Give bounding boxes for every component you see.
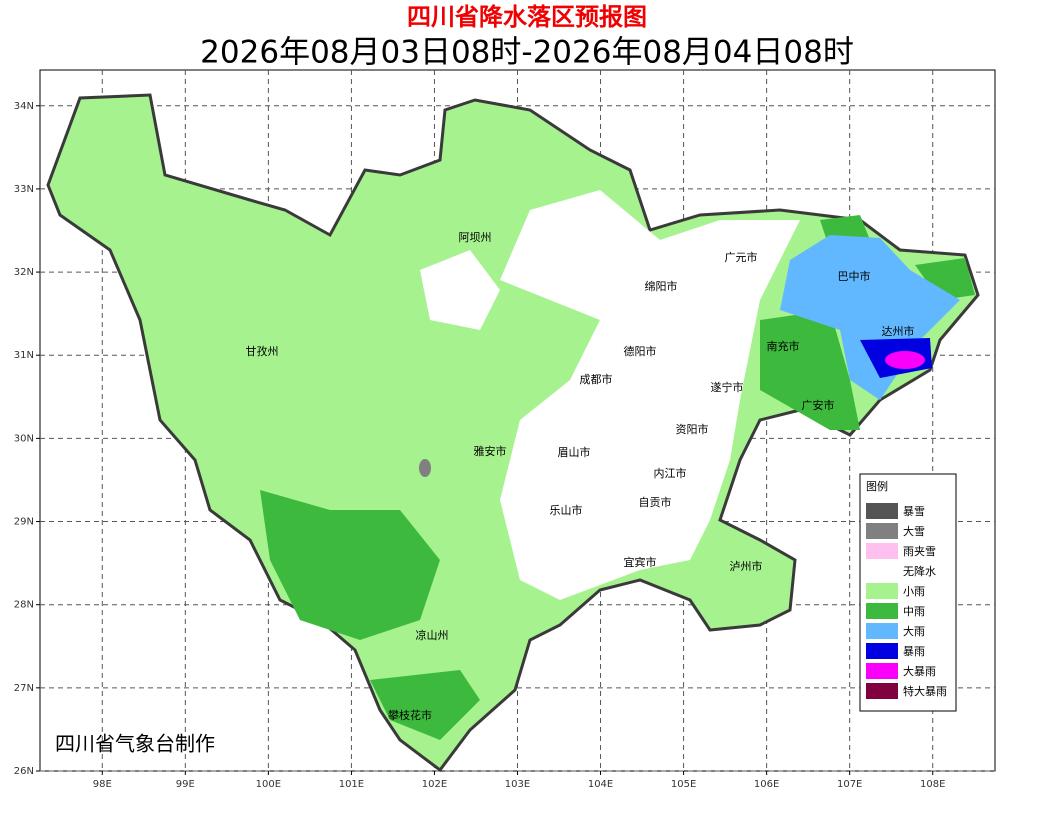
legend-swatch — [866, 543, 898, 559]
no-rain-area — [420, 250, 500, 330]
city-label: 泸州市 — [730, 559, 763, 573]
y-tick-label: 34N — [14, 101, 34, 112]
x-tick-label: 98E — [93, 779, 112, 790]
x-tick-label: 100E — [256, 779, 281, 790]
x-tick-label: 104E — [588, 779, 613, 790]
legend-label: 中雨 — [903, 605, 925, 618]
legend-swatch — [866, 523, 898, 539]
legend-swatch — [866, 623, 898, 639]
legend-title: 图例 — [866, 479, 888, 493]
province — [46, 93, 980, 773]
y-tick-label: 30N — [14, 433, 34, 444]
legend-swatch — [866, 503, 898, 519]
y-tick-label: 29N — [14, 517, 34, 528]
title: 四川省降水落区预报图 — [407, 3, 647, 31]
legend-label: 无降水 — [903, 564, 936, 578]
legend-swatch — [866, 603, 898, 619]
city-label: 德阳市 — [624, 344, 657, 358]
moderate-rain-area — [260, 490, 440, 640]
city-label: 资阳市 — [676, 422, 709, 436]
x-tick-label: 105E — [671, 779, 696, 790]
heavy-rainstorm-area — [885, 351, 925, 369]
city-label: 南充市 — [767, 339, 800, 353]
city-label: 宜宾市 — [624, 555, 657, 569]
x-tick-label: 101E — [339, 779, 364, 790]
legend-swatch — [866, 683, 898, 699]
y-tick-label: 26N — [14, 766, 34, 777]
legend-label: 小雨 — [903, 585, 925, 598]
y-tick-label: 31N — [14, 350, 34, 361]
legend-label: 暴雪 — [903, 505, 925, 518]
city-label: 成都市 — [580, 372, 613, 386]
city-label: 乐山市 — [550, 503, 583, 517]
legend-swatch — [866, 583, 898, 599]
y-tick-label: 28N — [14, 600, 34, 611]
city-label: 攀枝花市 — [388, 708, 432, 722]
city-label: 广元市 — [725, 250, 758, 264]
legend-label: 雨夹雪 — [903, 545, 936, 558]
x-tick-label: 108E — [920, 779, 945, 790]
y-tick-label: 32N — [14, 267, 34, 278]
legend-label: 大雪 — [903, 524, 925, 538]
snow-area — [419, 459, 431, 477]
legend-label: 特大暴雨 — [903, 684, 947, 698]
x-tick-label: 99E — [176, 779, 195, 790]
footer: 四川省气象台制作 — [55, 732, 215, 756]
x-tick-label: 106E — [754, 779, 779, 790]
city-label: 凉山州 — [416, 628, 449, 642]
city-label: 甘孜州 — [246, 344, 279, 358]
axes: 98E 99E 100E 101E 102E 103E 104E 105E 106E 107E 10… — [14, 101, 946, 790]
city-label: 内江市 — [654, 466, 687, 480]
legend-swatch — [866, 643, 898, 659]
legend-swatch — [866, 663, 898, 679]
moderate-rain-area — [760, 310, 860, 430]
legend-label: 暴雨 — [903, 645, 925, 658]
x-tick-label: 102E — [422, 779, 447, 790]
legend-label: 大雨 — [903, 624, 925, 638]
city-label: 眉山市 — [558, 445, 591, 459]
x-tick-label: 103E — [505, 779, 530, 790]
city-label: 广安市 — [802, 398, 835, 412]
city-label: 阿坝州 — [459, 230, 492, 244]
city-label: 自贡市 — [639, 495, 672, 509]
subtitle: 2026年08月03日08时-2026年08月04日08时 — [200, 35, 854, 71]
moderate-rain-area — [370, 670, 480, 740]
heavy-rain-area — [780, 235, 960, 400]
y-tick-label: 33N — [14, 184, 34, 195]
city-label: 达州市 — [882, 324, 915, 338]
city-label: 雅安市 — [474, 444, 507, 458]
city-label: 绵阳市 — [645, 279, 678, 293]
y-tick-label: 27N — [14, 683, 34, 694]
legend-label: 大暴雨 — [903, 664, 936, 678]
legend-swatch — [866, 563, 898, 579]
city-label: 遂宁市 — [711, 380, 744, 394]
no-rain-area — [500, 190, 800, 600]
x-tick-label: 107E — [837, 779, 862, 790]
city-label: 巴中市 — [838, 269, 871, 283]
moderate-rain-area — [915, 258, 975, 300]
